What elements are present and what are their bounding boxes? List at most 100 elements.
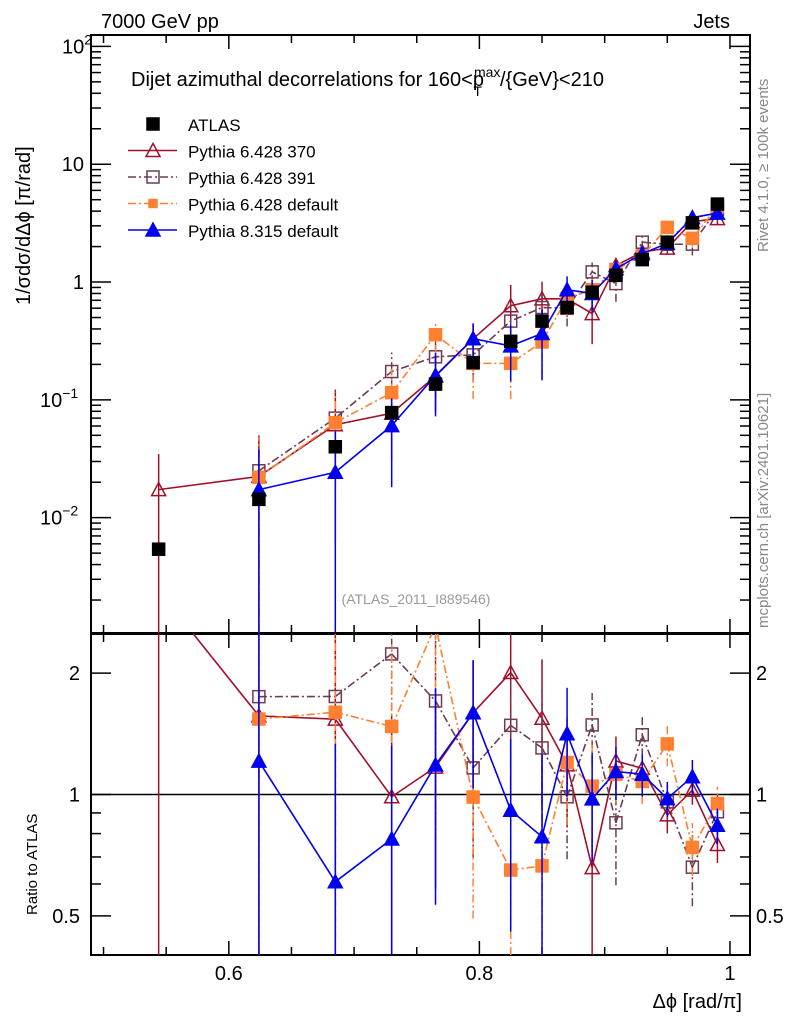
ratio-series-line [192,634,260,717]
y-tick-base: 1 [73,272,84,294]
ratio-data-point [427,756,444,772]
ratio-data-point [609,816,623,830]
legend: ATLAS Pythia 6.428 370 Pythia 6.428 391 Pyt… [128,116,339,241]
header-left: 7000 GeV pp [101,11,219,33]
ratio-series-line [541,762,568,867]
series-1 [252,202,725,633]
ratio-data-point [384,719,399,734]
legend-marker [144,221,162,237]
data-point [583,304,601,321]
series-0 [150,210,726,633]
data-point [150,481,167,497]
ratio-series-line [334,838,393,883]
legend-label: ATLAS [188,116,241,135]
ratio-data-point [383,830,400,846]
ratio-data-point [250,752,268,768]
side-label-rivet: Rivet 4.1.0, ≥ 100k events [755,79,772,252]
analysis-label: (ATLAS_2011_I889546) [342,591,491,607]
y-tick-label: 10−1 [40,385,78,412]
ratio-tick-label-right: 0.5 [756,906,784,928]
ratio-series-line [615,734,644,824]
header-right: Jets [693,11,730,33]
legend-item: Pythia 6.428 391 [128,169,316,188]
chart-title: Dijet azimuthal decorrelations for 160<p… [131,64,604,99]
ratio-data-point [502,801,519,817]
ratio-tick-label-left: 2 [69,663,80,685]
atlas-data-point [585,285,599,299]
ratio-series-layer [157,634,726,955]
ratio-data-point [583,859,601,875]
legend-label: Pythia 6.428 default [188,196,339,215]
ratio-series-line [666,789,693,816]
data-point [328,415,343,430]
legend-item: Pythia 8.315 default [128,221,339,241]
ratio-data-point [533,828,551,844]
ratio-tick-label-right: 2 [756,663,767,685]
legend-item: Pythia 6.428 370 [128,141,316,162]
ratio-series-line [472,712,512,811]
ratio-data-point [585,718,599,732]
ratio-data-point [502,663,519,680]
ratio-series-line [390,634,433,727]
ratio-data-point [327,873,344,889]
y-tick-base: 10 [62,36,84,58]
ratio-series-line [434,700,474,769]
ratio-series-line [510,724,543,749]
ratio-series-line [510,672,543,719]
legend-marker [146,170,160,184]
ratio-data-point [710,796,725,811]
ratio-series-line [566,724,593,798]
series-3 [250,204,726,633]
data-point [558,281,576,297]
ratio-series-line [641,734,669,803]
atlas-data-point [384,405,399,420]
atlas-data-point [685,216,700,230]
ratio-data-point [535,741,549,755]
ratio-tick-label-left: 1 [69,785,80,807]
ratio-series-line [258,760,336,883]
ratio-data-point [464,704,482,720]
legend-label: Pythia 6.428 370 [188,143,316,162]
series-2 [252,199,725,633]
ratio-series-line [541,747,568,798]
atlas-data-point [560,300,574,315]
ratio-series-line [691,789,719,845]
ratio-series-line [666,801,694,868]
ratio-series-line [666,743,694,848]
ratio-data-point [466,790,480,804]
legend-item: ATLAS [146,116,241,135]
atlas-data-point [535,314,549,328]
data-point [384,385,399,400]
atlas-data-point [710,197,725,211]
ratio-series-line [691,776,719,826]
ratio-series-line [334,653,393,698]
ratio-data-point [684,768,701,784]
ratio-series-line [691,811,719,868]
legend-marker [148,198,158,209]
ratio-series-line [472,796,512,871]
data-point [327,463,344,480]
ratio-series-line [591,724,617,823]
y-tick-label: 1 [73,272,84,294]
data-point [685,231,700,246]
x-tick-label: 0.6 [215,963,243,985]
ratio-tick-label-left: 0.5 [52,906,80,928]
ratio-series-line [334,718,393,798]
atlas-data-point [660,235,675,249]
data-point [502,297,519,313]
legend-label: Pythia 6.428 391 [188,169,316,188]
ratio-series-line [566,764,593,868]
x-tick-label: 0.8 [465,963,493,985]
ratio-data-point [684,781,701,797]
ratio-series-line [472,724,512,769]
ratio-data-point [709,816,726,833]
data-point [464,330,482,346]
title-tail: /{GeV}<210 [500,69,604,91]
y-tick-base: 10 [40,508,62,530]
atlas-data-point [503,334,518,349]
atlas-data-point [466,355,480,370]
ratio-data-point [635,728,650,742]
y-tick-exponent: −2 [62,503,78,519]
title-sub: T [473,83,482,99]
y-tick-exponent: 2 [84,31,92,47]
